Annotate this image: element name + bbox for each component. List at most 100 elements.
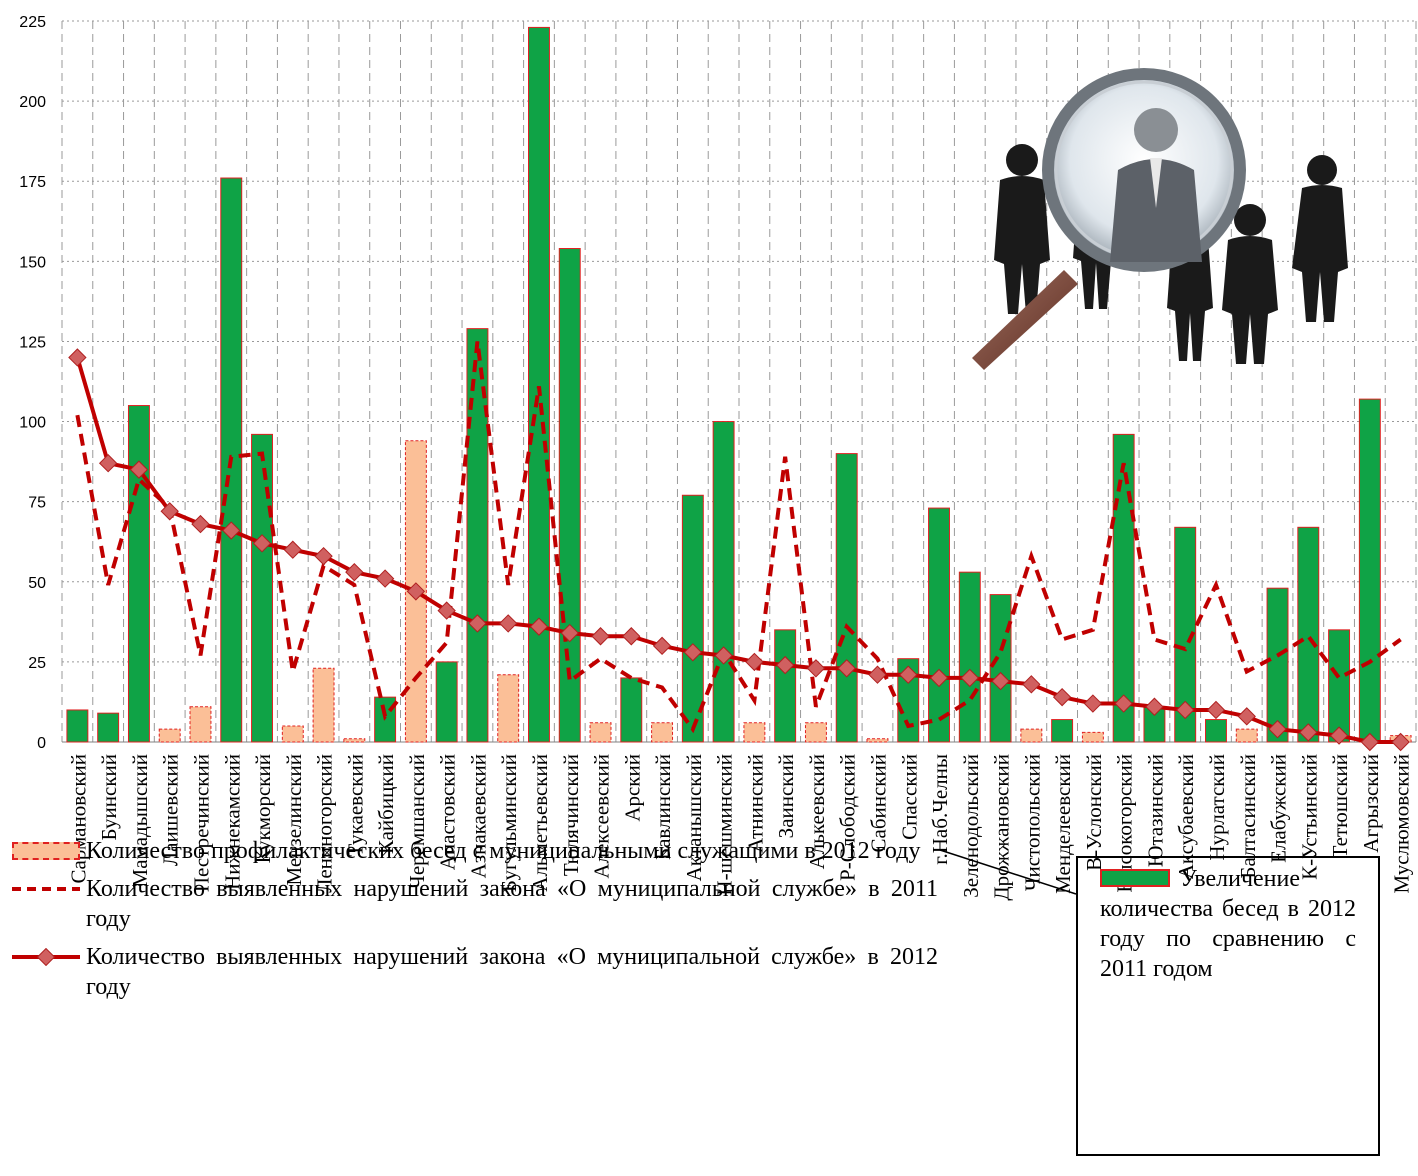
x-tick-label: Р-Слободский xyxy=(836,754,860,881)
line-2012-marker xyxy=(1237,707,1256,726)
x-tick-label: Алькеевский xyxy=(805,754,829,869)
bar xyxy=(681,494,704,743)
legend-item-green-bars: Увеличение количества бесед в 2012 году … xyxy=(1076,856,1380,1156)
legend-item-bars: Количество профилактических бесед с муни… xyxy=(8,836,938,866)
bar xyxy=(958,571,981,743)
line-2012-marker xyxy=(745,652,764,672)
x-tick-label: г.Наб.Челны xyxy=(928,754,952,865)
y-tick-label: 100 xyxy=(19,415,46,432)
legend-callout-line xyxy=(939,849,1077,895)
bar xyxy=(1235,728,1258,743)
bar xyxy=(651,722,674,743)
line-2012-marker xyxy=(283,540,302,559)
bar xyxy=(1051,719,1074,743)
legend-swatch-dashed-line xyxy=(12,887,80,891)
y-tick-label: 225 xyxy=(19,14,46,31)
bar xyxy=(712,421,735,743)
x-tick-label: Актанышский xyxy=(682,754,706,881)
bar xyxy=(343,738,366,743)
line-2012-marker xyxy=(345,562,364,582)
line-2012-marker xyxy=(375,569,395,588)
x-tick-label: Альметьевский xyxy=(528,754,552,892)
legend-label-dashed-line: Количество выявленных нарушений закона «… xyxy=(86,876,938,932)
bar xyxy=(1112,433,1135,743)
line-2012-marker xyxy=(68,348,87,367)
line-2012-marker xyxy=(1022,675,1041,694)
x-tick-label: В-Услонский xyxy=(1082,754,1106,871)
x-tick-label: Спасский xyxy=(897,754,921,840)
bar xyxy=(497,674,520,743)
bar xyxy=(743,722,766,743)
line-2012-marker xyxy=(929,668,949,688)
line-2012-marker xyxy=(1268,719,1287,739)
y-tick-label: 50 xyxy=(28,575,46,592)
line-2011 xyxy=(75,341,1402,734)
bar xyxy=(466,328,489,743)
x-tick-label: Алексеевский xyxy=(590,754,614,879)
legend-item-solid-line: Количество выявленных нарушений закона «… xyxy=(8,942,938,1002)
legend-item-dashed-line: Количество выявленных нарушений закона «… xyxy=(8,874,938,934)
line-2012-marker xyxy=(806,659,826,678)
x-tick-label: Аксубаевский xyxy=(1174,754,1198,879)
bar xyxy=(1081,731,1104,743)
legend-swatch-solid-line xyxy=(12,948,80,966)
bar xyxy=(928,507,950,743)
x-tick-label: Заинский xyxy=(774,754,798,838)
bar xyxy=(1297,526,1320,743)
x-tick-label: Муслюмовский xyxy=(1390,754,1414,893)
y-axis: 0 25 50 75 100 125 150 175 200 225 xyxy=(19,14,46,752)
line-2012-marker xyxy=(1329,726,1349,745)
line-2012-marker xyxy=(868,665,887,684)
line-2012-marker xyxy=(899,665,918,684)
bar xyxy=(435,661,458,743)
legend-swatch-green xyxy=(1100,869,1170,887)
bar xyxy=(528,26,550,743)
y-tick-label: 125 xyxy=(19,334,46,351)
x-tick-label: Дрожжановский xyxy=(990,754,1014,901)
bar xyxy=(66,709,89,743)
y-tick-label: 0 xyxy=(37,735,46,752)
bar xyxy=(620,677,643,743)
x-tick-label: Сабинский xyxy=(866,754,890,853)
line-2012-marker xyxy=(314,546,333,566)
x-tick-label: Азнакаевский xyxy=(466,754,490,878)
x-tick-label: Ютазинский xyxy=(1143,754,1167,867)
bar xyxy=(251,433,273,743)
x-tick-label: Лениногорский xyxy=(313,754,337,893)
x-tick-label: Тукаевский xyxy=(343,754,367,857)
x-tick-label: Зеленодольский xyxy=(959,754,983,898)
x-tick-label: Н-шешминский xyxy=(713,754,737,896)
bar xyxy=(1328,629,1351,743)
bar xyxy=(774,629,797,743)
line-2012-marker xyxy=(1083,694,1103,713)
bar xyxy=(312,667,335,743)
bar xyxy=(835,453,858,743)
y-tick-label: 25 xyxy=(28,655,46,672)
bar xyxy=(1358,398,1381,743)
bar xyxy=(989,594,1012,743)
line-2012-marker xyxy=(991,671,1010,691)
x-tick-label: Арский xyxy=(620,754,644,822)
bar xyxy=(589,722,612,743)
x-tick-label: Чистопольский xyxy=(1020,754,1044,891)
y-tick-label: 200 xyxy=(19,94,46,111)
x-tick-label: Менделеевский xyxy=(1051,754,1075,894)
line-2012-marker xyxy=(160,502,179,521)
legend: Количество профилактических бесед с муни… xyxy=(8,836,938,1010)
x-tick-label: Кайбицкий xyxy=(374,754,398,854)
line-2012-marker xyxy=(1114,694,1133,713)
line-2012-marker xyxy=(1145,697,1164,716)
bar xyxy=(1174,526,1197,743)
line-2012-marker xyxy=(499,614,518,633)
line-2012-marker xyxy=(129,460,149,479)
x-tick-label: К-Устьинский xyxy=(1297,754,1321,880)
line-2012-marker xyxy=(683,643,703,662)
legend-label-solid-line: Количество выявленных нарушений закона «… xyxy=(86,944,938,1000)
bar xyxy=(897,658,920,743)
bar xyxy=(97,712,120,743)
bar xyxy=(1205,719,1227,743)
line-2012-marker xyxy=(191,514,210,534)
bar xyxy=(866,738,889,743)
line-2012-marker xyxy=(1052,687,1072,707)
y-tick-label: 150 xyxy=(19,254,46,271)
